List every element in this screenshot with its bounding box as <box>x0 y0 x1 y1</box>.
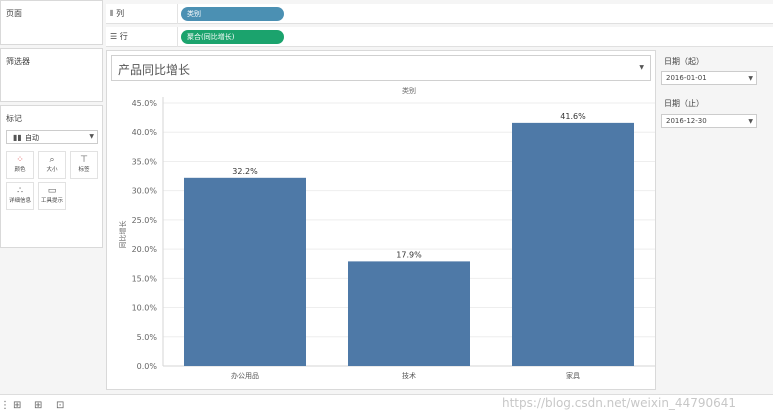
y-tick-label: 45.0% <box>132 99 158 108</box>
y-tick-label: 30.0% <box>132 187 158 196</box>
y-tick-label: 10.0% <box>132 304 158 313</box>
shelf-divider <box>177 4 178 24</box>
mark-type-select[interactable]: ▮▮ 自动 ▼ <box>6 130 98 144</box>
rows-shelf[interactable]: ☰ 行 聚合(同比增长) <box>106 27 773 47</box>
data-label: 17.9% <box>396 250 422 259</box>
chevron-down-icon: ▼ <box>748 118 753 125</box>
x-tick-label: 家具 <box>566 371 580 380</box>
columns-icon: ⦀ <box>110 9 114 18</box>
marks-card: 标记 ▮▮ 自动 ▼ ⁘ 颜色 ⌕ 大小 ⊤ 标签 ∴ 详细信息 ▭ 工具提示 <box>0 105 103 248</box>
view-area: 产品同比增长 ▼ 类别 0.0% 5.0% 10.0% 15.0% 20.0% 25.0% 3… <box>106 50 656 390</box>
x-tick-label: 办公用品 <box>231 371 259 380</box>
new-worksheet-icon[interactable]: ⊞ <box>13 400 22 411</box>
y-tick-label: 25.0% <box>132 216 158 225</box>
pages-title: 页面 <box>6 9 22 18</box>
tooltip-button[interactable]: ▭ 工具提示 <box>38 182 66 210</box>
start-date-label: 日期（起） <box>664 57 704 66</box>
rows-icon: ☰ <box>110 32 118 41</box>
y-tick-label: 40.0% <box>132 128 158 137</box>
start-date-select[interactable]: 2016-01-01 ▼ <box>661 71 757 85</box>
filters-title: 筛选器 <box>6 57 30 66</box>
column-header: 类别 <box>402 86 416 95</box>
view-title: 产品同比增长 <box>118 63 191 77</box>
sheet-tab-bar: ⋮ ⊞ ⊞ ⊡ <box>0 394 773 418</box>
y-tick-label: 35.0% <box>132 157 158 166</box>
columns-shelf-label: ⦀ 列 <box>110 9 125 18</box>
chevron-down-icon: ▼ <box>89 133 94 140</box>
color-button[interactable]: ⁘ 颜色 <box>6 151 34 179</box>
new-story-icon[interactable]: ⊡ <box>56 400 65 411</box>
chevron-down-icon[interactable]: ▼ <box>639 64 644 71</box>
y-tick-label: 20.0% <box>132 245 158 254</box>
data-label: 32.2% <box>232 167 258 176</box>
tooltip-icon: ▭ <box>47 186 57 196</box>
y-tick-label: 15.0% <box>132 274 158 283</box>
start-date-value: 2016-01-01 <box>666 74 707 82</box>
columns-pill[interactable]: 类别 <box>181 7 284 21</box>
end-date-select[interactable]: 2016-12-30 ▼ <box>661 114 757 128</box>
detail-button[interactable]: ∴ 详细信息 <box>6 182 34 210</box>
detail-icon: ∴ <box>17 186 23 196</box>
end-date-label: 日期（止） <box>664 99 704 108</box>
mark-type-value: 自动 <box>25 134 39 142</box>
bar <box>348 261 470 366</box>
marks-title: 标记 <box>6 114 22 123</box>
new-dashboard-icon[interactable]: ⊞ <box>34 400 43 411</box>
color-label: 颜色 <box>14 167 26 173</box>
label-button[interactable]: ⊤ 标签 <box>70 151 98 179</box>
bar <box>512 122 634 366</box>
label-label: 标签 <box>78 167 90 173</box>
data-label: 41.6% <box>560 112 586 121</box>
filters-card[interactable]: 筛选器 <box>0 48 103 102</box>
tooltip-label: 工具提示 <box>40 198 63 204</box>
sheet-tab-icon[interactable]: ⋮ <box>0 400 10 411</box>
watermark-text: https://blog.csdn.net/weixin_44790641 <box>502 396 737 410</box>
bar-chart: 类别 0.0% 5.0% 10.0% 15.0% 20.0% 25.0% 30.0% 35.0%… <box>118 86 655 380</box>
x-tick-label: 技术 <box>402 371 416 380</box>
bar <box>184 177 306 366</box>
y-tick-label: 0.0% <box>137 362 158 371</box>
size-label: 大小 <box>46 167 58 173</box>
y-axis-label: 同比增长 <box>118 221 127 249</box>
pages-card: 页面 <box>0 0 103 45</box>
shelf-divider <box>177 27 178 47</box>
bar-chart-icon: ▮▮ <box>13 133 22 142</box>
color-icon: ⁘ <box>16 155 24 165</box>
size-icon: ⌕ <box>49 155 55 165</box>
size-button[interactable]: ⌕ 大小 <box>38 151 66 179</box>
chevron-down-icon: ▼ <box>748 75 753 82</box>
y-tick-label: 5.0% <box>137 333 158 342</box>
rows-shelf-label: ☰ 行 <box>110 32 128 41</box>
label-icon: ⊤ <box>80 155 88 165</box>
rows-pill[interactable]: 聚合(同比增长) <box>181 30 284 44</box>
end-date-value: 2016-12-30 <box>666 117 707 125</box>
view-title-box[interactable]: 产品同比增长 ▼ <box>111 55 651 81</box>
detail-label: 详细信息 <box>8 198 31 204</box>
columns-shelf[interactable]: ⦀ 列 类别 <box>106 4 773 24</box>
